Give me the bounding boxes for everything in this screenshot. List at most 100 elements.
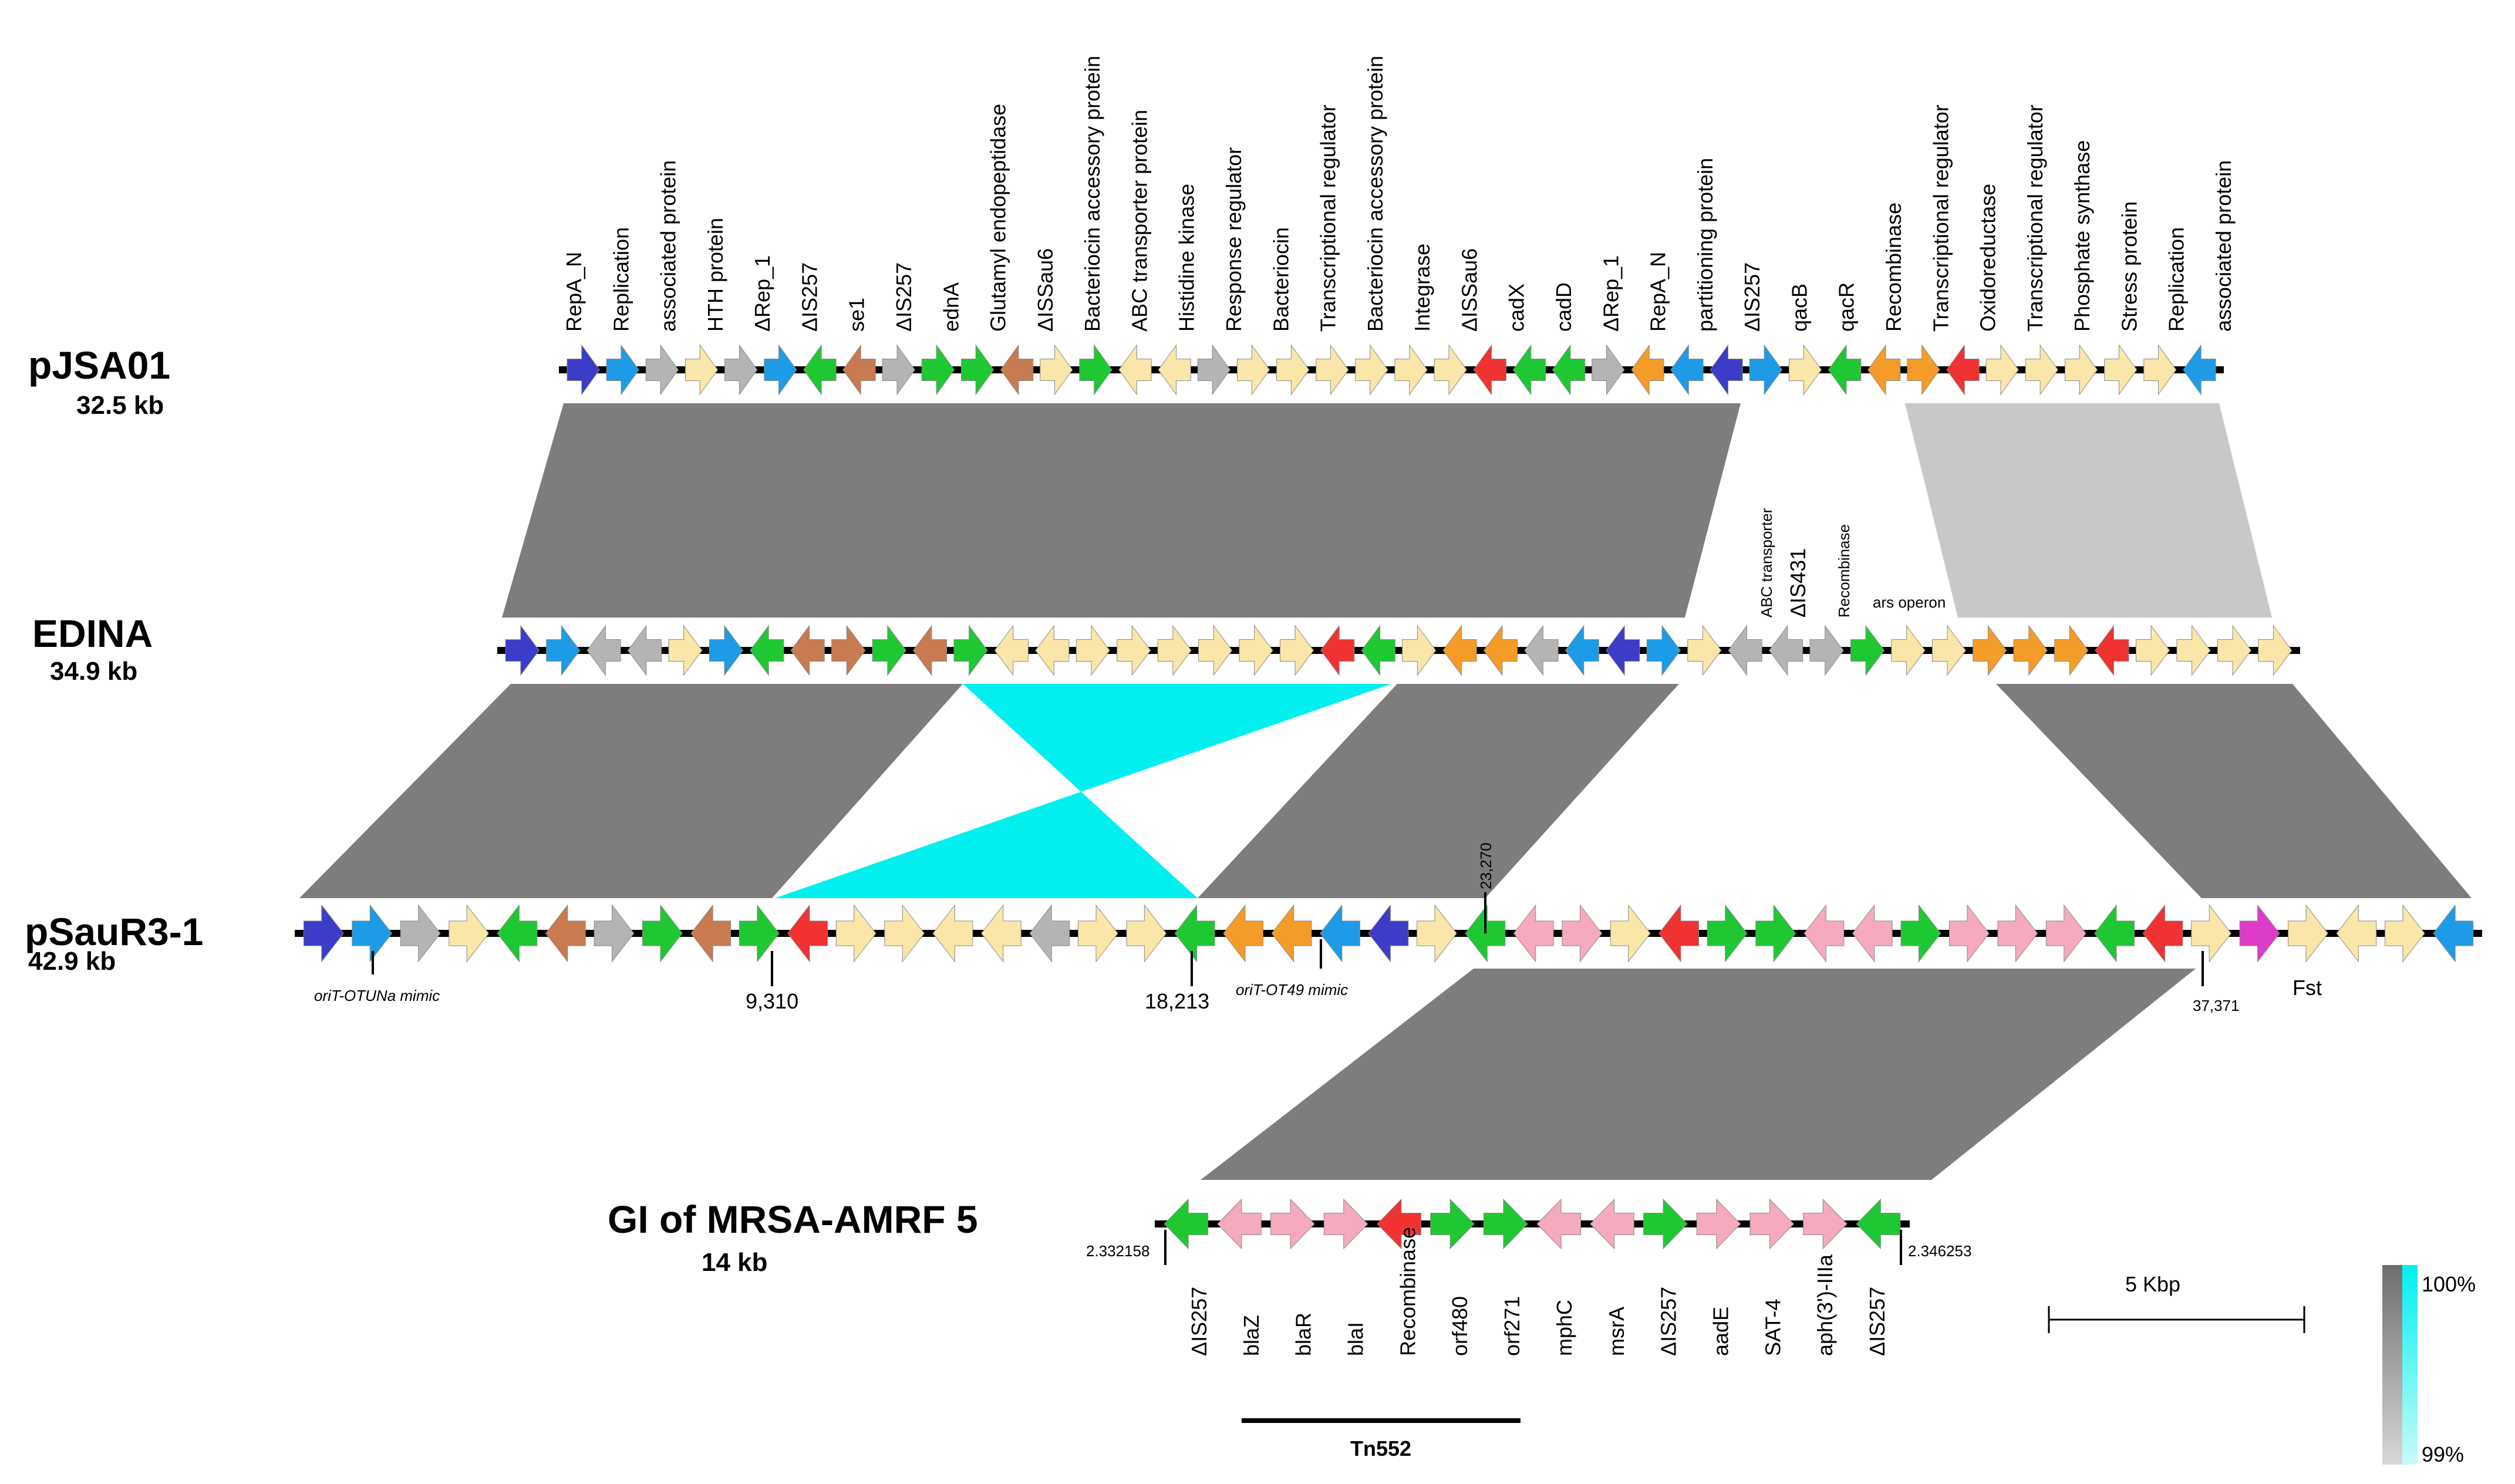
pjsa01-gene-rev	[1512, 344, 1546, 396]
pjsa01-gene-label: Integrase	[1410, 244, 1434, 332]
psaur31-gene-fwd	[1126, 904, 1167, 963]
edina-gene-rev	[2095, 625, 2129, 676]
edina-gene-fwd	[1973, 625, 2007, 676]
edina-gene-fwd	[1850, 625, 1885, 676]
edina-gene-fwd	[2258, 625, 2293, 676]
pjsa01-gene-fwd	[921, 344, 955, 396]
pjsa01-gene-label: qacB	[1787, 284, 1811, 332]
edina-gene-fwd	[1157, 625, 1192, 676]
edina-label-ars: ars operon	[1873, 593, 1946, 611]
link-pjsa-edina-1	[502, 403, 1741, 618]
pjsa01-gene-rev	[1631, 344, 1664, 396]
edina-gene-fwd	[1687, 625, 1722, 676]
edina-gene-fwd	[1891, 625, 1926, 676]
edina-label-abc: ABC transporter	[1758, 508, 1775, 618]
edina-gene-fwd	[872, 625, 906, 676]
psaur31-gene-rev	[1368, 904, 1409, 963]
edina-gene-rev	[1320, 625, 1355, 676]
edina-gene-rev	[750, 625, 784, 676]
psaur31-gene-rev	[1271, 904, 1312, 963]
psaur31-gene-fwd	[303, 904, 344, 963]
gi-gene-fwd	[1483, 1198, 1528, 1250]
psaur31-gene-fwd	[642, 904, 683, 963]
edina-gene-rev	[1565, 625, 1599, 676]
pjsa01-gene-label: RepA_N	[562, 252, 586, 332]
psaur31-gene-rev	[497, 904, 538, 963]
pjsa01-gene-label: Transcriptional regulator	[1929, 104, 1953, 332]
pjsa01-gene-label: Replication	[2165, 227, 2189, 332]
pjsa01-gene-fwd	[645, 344, 679, 396]
pjsa01-gene-label: partitioning protein	[1693, 158, 1717, 332]
gi-gene-label: blaI	[1344, 1322, 1368, 1356]
annotations: 9,310 18,213 23,270 37,371 2.332158 2.346253 o…	[314, 842, 2476, 1466]
pos-gi-end: 2.346253	[1908, 1242, 1971, 1260]
pjsa01-gene-rev	[1946, 344, 1980, 396]
gi-gene-label: orf271	[1500, 1296, 1524, 1356]
psaur31-size: 42.9 kb	[28, 947, 116, 976]
pjsa01-gene-fwd	[2025, 344, 2059, 396]
edina-gene-fwd	[546, 625, 581, 676]
edina-gene-fwd	[953, 625, 988, 676]
psaur31-gene-fwd	[1562, 904, 1603, 963]
pjsa01-gene-fwd	[961, 344, 994, 396]
psaur31-gene-fwd	[2385, 904, 2425, 963]
pjsa01-gene-fwd	[1355, 344, 1388, 396]
oriT2-label: oriT-OT49 mimic	[1236, 981, 1348, 999]
edina-gene-rev	[1768, 625, 1803, 676]
psaur31-gene-rev	[1513, 904, 1554, 963]
pjsa01-gene-label: Transcriptional regulator	[2023, 104, 2047, 332]
pjsa01-gene-rev	[803, 344, 837, 396]
edina-gene-fwd	[2217, 625, 2251, 676]
pjsa01-gene-rev	[842, 344, 876, 396]
link-edina-psaur-3	[1996, 684, 2472, 898]
pjsa01-gene-rev	[1670, 344, 1704, 396]
psaur31-gene-rev	[2142, 904, 2183, 963]
pjsa01-gene-fwd	[2065, 344, 2098, 396]
edina-size: 34.9 kb	[50, 657, 137, 686]
pjsa01-gene-label: Replication	[609, 227, 633, 332]
gi-gene-fwd	[1749, 1198, 1795, 1250]
psaur31-gene-fwd	[352, 904, 393, 963]
psaur31-gene-fwd	[1997, 904, 2038, 963]
pjsa01-gene-fwd	[1907, 344, 1940, 396]
pjsa01-gene-fwd	[2104, 344, 2138, 396]
pjsa01-gene-fwd	[1985, 344, 2019, 396]
pjsa01-gene-label: ΔIS257	[892, 262, 916, 332]
gi-gene-label: SAT-4	[1761, 1299, 1785, 1356]
psaur31-gene-rev	[2336, 904, 2377, 963]
gi-gene-rev	[1377, 1198, 1421, 1250]
pjsa01-gene-fwd	[1276, 344, 1310, 396]
pjsa01-gene-label: Bacteriocin accessory protein	[1080, 56, 1104, 332]
psaur31-gene-fwd	[2239, 904, 2280, 963]
psaur31-gene-fwd	[2288, 904, 2328, 963]
pjsa01-gene-fwd	[1789, 344, 1822, 396]
gi-gene-label: orf480	[1448, 1296, 1472, 1356]
edina-gene-fwd	[1402, 625, 1437, 676]
pjsa01-gene-label: Phosphate synthase	[2070, 140, 2094, 332]
pjsa01-gene-label: cadX	[1505, 284, 1529, 332]
pjsa01-gene-rev	[1118, 344, 1152, 396]
gi-gene-label: blaR	[1292, 1313, 1316, 1356]
psaur31-gene-fwd	[1610, 904, 1651, 963]
psaur31-gene-rev	[1658, 904, 1699, 963]
pjsa01-gene-fwd	[724, 344, 758, 396]
pjsa01-gene-label: cadD	[1552, 282, 1576, 332]
oriT1-label: oriT-OTUNa mimic	[314, 987, 440, 1004]
edina-gene-rev	[790, 625, 825, 676]
psaur31-gene-rev	[1852, 904, 1893, 963]
psaur31-gene-rev	[1320, 904, 1360, 963]
edina-gene-fwd	[2136, 625, 2170, 676]
psaur31-gene-fwd	[1949, 904, 1990, 963]
gi-size: 14 kb	[702, 1248, 768, 1277]
gi-gene-rev	[1164, 1198, 1209, 1250]
pjsa01-gene-fwd	[2143, 344, 2177, 396]
gi-gene-rev	[1856, 1198, 1901, 1250]
pjsa01-gene-label: Oxidoreductase	[1976, 184, 2000, 332]
edina-gene-fwd	[1117, 625, 1151, 676]
psaur31-gene-rev	[1223, 904, 1263, 963]
psaur31-name: pSauR3-1	[25, 910, 203, 953]
pjsa01-gene-fwd	[1040, 344, 1073, 396]
edina-gene-fwd	[2054, 625, 2089, 676]
